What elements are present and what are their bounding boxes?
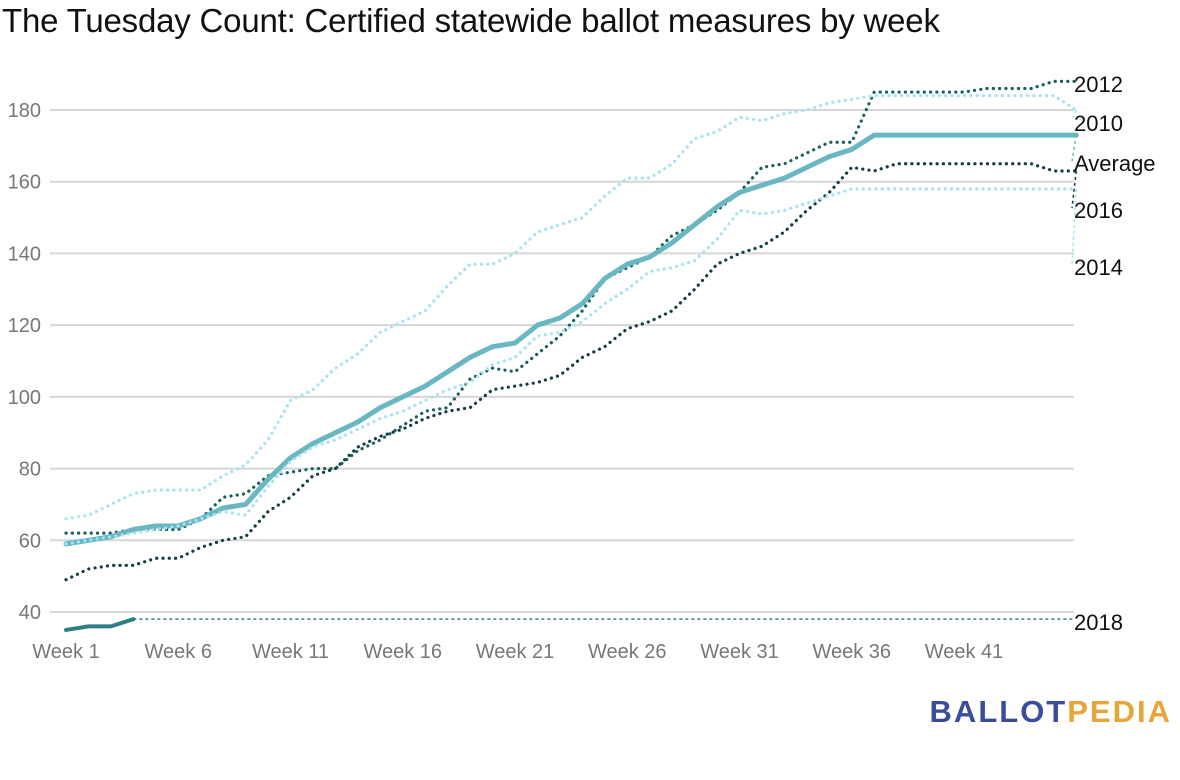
leader-line-2016 <box>1071 170 1077 209</box>
series-line-average <box>63 132 1079 547</box>
x-tick-label: Week 16 <box>363 641 442 663</box>
y-tick-label: 40 <box>19 602 41 624</box>
series-label-2012: 2012 <box>1074 72 1123 97</box>
ballotpedia-logo: BALLOTPEDIA <box>930 694 1172 730</box>
x-tick-label: Week 6 <box>145 641 212 663</box>
x-tick-label: Week 26 <box>588 641 667 663</box>
series-line-2018 <box>64 617 136 632</box>
y-tick-label: 120 <box>8 315 41 337</box>
series-label-2010: 2010 <box>1074 111 1123 136</box>
series-label-2014: 2014 <box>1074 255 1123 280</box>
series-label-average: Average <box>1074 151 1156 176</box>
series-line-2012 <box>64 79 1078 535</box>
y-tick-label: 140 <box>8 243 41 265</box>
series-line-2016 <box>64 162 1078 582</box>
y-tick-label: 60 <box>19 530 41 552</box>
x-tick-label: Week 36 <box>812 641 891 663</box>
logo-part-ballot: BALLOT <box>929 694 1068 729</box>
leader-line-2010 <box>1071 109 1077 122</box>
chart-title: The Tuesday Count: Certified statewide b… <box>2 2 940 39</box>
x-tick-label: Week 31 <box>700 641 779 663</box>
x-tick-label: Week 1 <box>32 641 99 663</box>
y-tick-label: 80 <box>19 459 41 481</box>
series-label-2018: 2018 <box>1074 610 1123 635</box>
series-line-2014 <box>64 187 1078 546</box>
y-tick-label: 180 <box>8 100 41 122</box>
series-line-2010 <box>64 94 1078 521</box>
leader-line-2014 <box>1071 188 1077 266</box>
leader-line-2012 <box>1071 80 1077 83</box>
x-tick-label: Week 21 <box>476 641 555 663</box>
leader-line-average <box>1071 134 1077 162</box>
y-tick-label: 100 <box>8 387 41 409</box>
logo-part-pedia: PEDIA <box>1067 694 1172 729</box>
x-tick-label: Week 41 <box>925 641 1004 663</box>
x-tick-label: Week 11 <box>252 641 329 663</box>
y-tick-label: 160 <box>8 172 41 194</box>
series-label-2016: 2016 <box>1074 198 1123 223</box>
